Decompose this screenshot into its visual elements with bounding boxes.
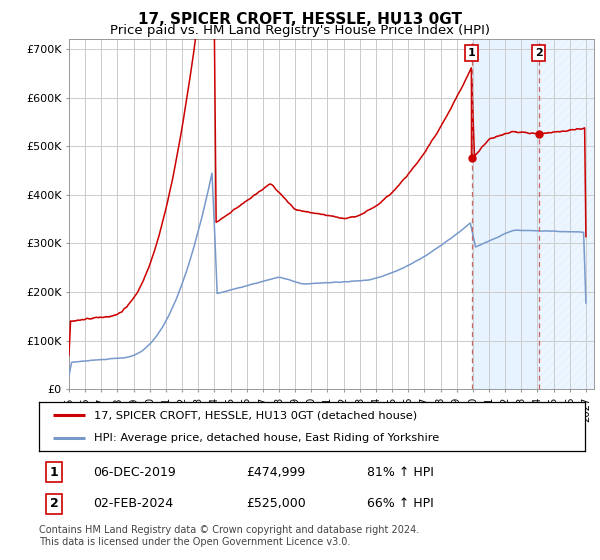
Text: 81% ↑ HPI: 81% ↑ HPI: [367, 466, 433, 479]
Text: 2: 2: [535, 48, 542, 58]
Text: 66% ↑ HPI: 66% ↑ HPI: [367, 497, 433, 510]
Text: 06-DEC-2019: 06-DEC-2019: [94, 466, 176, 479]
Bar: [539, 39, 600, 389]
Text: £525,000: £525,000: [247, 497, 306, 510]
Text: 1: 1: [50, 466, 59, 479]
Text: HPI: Average price, detached house, East Riding of Yorkshire: HPI: Average price, detached house, East…: [94, 433, 439, 444]
Text: 17, SPICER CROFT, HESSLE, HU13 0GT (detached house): 17, SPICER CROFT, HESSLE, HU13 0GT (deta…: [94, 410, 417, 421]
Text: Contains HM Land Registry data © Crown copyright and database right 2024.
This d: Contains HM Land Registry data © Crown c…: [39, 525, 419, 547]
Text: 17, SPICER CROFT, HESSLE, HU13 0GT: 17, SPICER CROFT, HESSLE, HU13 0GT: [138, 12, 462, 27]
Text: 02-FEB-2024: 02-FEB-2024: [94, 497, 174, 510]
Text: Price paid vs. HM Land Registry's House Price Index (HPI): Price paid vs. HM Land Registry's House …: [110, 24, 490, 37]
Text: 1: 1: [467, 48, 475, 58]
Text: 2: 2: [50, 497, 59, 510]
Bar: [472, 39, 539, 389]
Text: £474,999: £474,999: [247, 466, 306, 479]
